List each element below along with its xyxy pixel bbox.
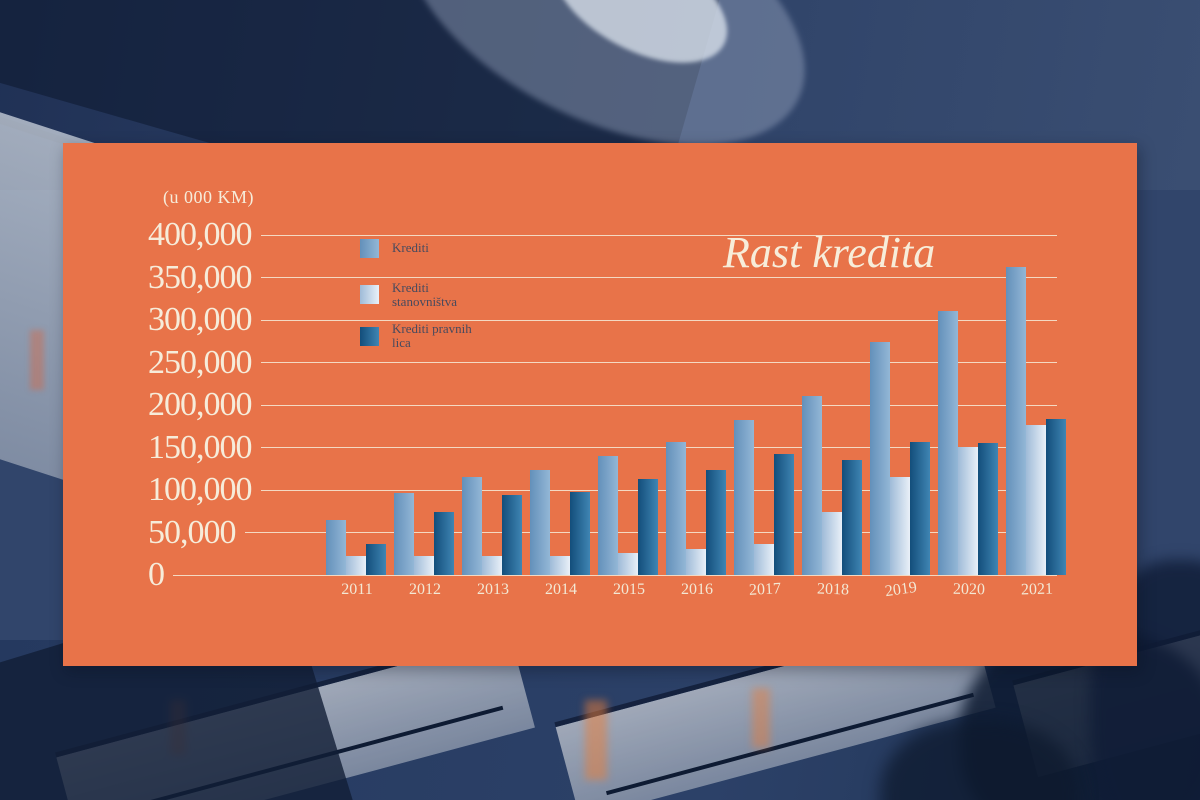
gridline: [260, 489, 1057, 491]
x-tick-label-2018: 2018: [816, 580, 850, 599]
y-tick-label: 250,000: [148, 343, 252, 381]
background-curtain-glow: [585, 700, 607, 780]
bar-2020-series-2: [958, 447, 978, 575]
bar-2016-series-1: [666, 442, 686, 575]
bar-2011-series-2: [346, 556, 366, 575]
bar-2011-series-1: [326, 520, 346, 575]
y-tick-label: 50,000: [148, 513, 236, 551]
bar-2012-series-2: [414, 556, 434, 575]
bar-2014-series-3: [570, 492, 590, 575]
legend-swatch-icon: [360, 326, 379, 346]
bar-2016-series-2: [686, 549, 706, 575]
x-tick-label-2017: 2017: [748, 580, 782, 599]
y-tick-label: 150,000: [148, 428, 252, 466]
y-tick-label: 350,000: [148, 258, 252, 296]
gridline-row: 350,000: [148, 257, 1057, 299]
x-tick-label-2016: 2016: [681, 581, 713, 598]
bar-2021-series-3: [1046, 419, 1066, 575]
chart-panel: (u 000 KM) Rast kredita 400,000 350,000 30…: [63, 143, 1137, 666]
bar-2021-series-1: [1006, 267, 1026, 575]
bar-2012-series-3: [434, 512, 454, 575]
x-tick-label-2014: 2014: [545, 581, 577, 598]
x-axis-labels: 2011 2012 2013 2014 2015 2016 2017 2018 2019 2020…: [63, 579, 1137, 605]
bar-2015-series-1: [598, 456, 618, 575]
legend-item: Krediti stanovništva: [360, 279, 487, 310]
y-tick-label: 0: [148, 556, 165, 593]
bar-2017-series-2: [754, 544, 774, 575]
y-axis-gridlines: 400,000 350,000 300,000 250,000 200,000 150,0…: [148, 143, 1057, 603]
x-tick-label-2011: 2011: [341, 581, 373, 598]
legend-item: Krediti: [360, 239, 487, 258]
x-tick-label-2012: 2012: [409, 581, 441, 598]
gridline: [260, 447, 1057, 448]
bar-2013-series-2: [482, 556, 502, 575]
bar-2011-series-3: [366, 544, 386, 575]
x-tick-label-2019: 2019: [883, 578, 918, 601]
bar-2019-series-3: [910, 442, 930, 575]
y-tick-label: 300,000: [148, 301, 252, 338]
bar-2017-series-3: [774, 454, 794, 575]
bar-2014-series-2: [550, 556, 570, 575]
chart-title: Rast kredita: [723, 228, 936, 277]
legend-label: Krediti: [392, 240, 429, 256]
bar-2015-series-2: [618, 553, 638, 575]
y-tick-label: 100,000: [148, 471, 252, 508]
bar-2014-series-1: [530, 470, 550, 575]
x-tick-label-2013: 2013: [477, 581, 509, 598]
bar-2013-series-3: [502, 495, 522, 575]
legend-label: Krediti stanovništva: [392, 279, 457, 309]
bar-2015-series-3: [638, 479, 658, 575]
gridline: [260, 362, 1057, 363]
background-curtain-glow: [752, 688, 770, 748]
legend-swatch-icon: [360, 285, 379, 305]
x-tick-label-2021: 2021: [1020, 580, 1054, 599]
bar-2019-series-1: [870, 342, 890, 575]
gridline: [260, 234, 1057, 236]
bar-2018-series-2: [822, 512, 842, 575]
legend-swatch-icon: [360, 239, 379, 258]
gridline-row: 300,000: [148, 299, 1057, 341]
x-tick-label-2020: 2020: [952, 580, 986, 599]
background-curtain-glow: [30, 330, 44, 390]
gridline: [260, 277, 1057, 278]
y-tick-label: 200,000: [148, 386, 252, 423]
y-axis-unit-label: (u 000 KM): [163, 187, 254, 207]
gridline-row: 100,000: [148, 469, 1057, 511]
x-tick-label-2015: 2015: [613, 581, 645, 598]
bar-plot-area: [63, 143, 1137, 575]
gridline-row: 150,000: [148, 427, 1057, 469]
bar-2017-series-1: [734, 420, 754, 575]
bar-2016-series-3: [706, 470, 726, 575]
bar-2018-series-1: [802, 396, 822, 575]
bar-2020-series-1: [938, 311, 958, 575]
bar-2018-series-3: [842, 460, 862, 575]
gridline: [260, 404, 1057, 406]
bar-2021-series-2: [1026, 425, 1046, 575]
y-tick-label: 400,000: [148, 216, 252, 253]
legend-item: Krediti pravnih lica: [360, 321, 487, 351]
gridline-row: 250,000: [148, 342, 1057, 384]
bar-2019-series-2: [890, 477, 910, 575]
legend-label: Krediti pravnih lica: [392, 321, 472, 351]
bar-2013-series-1: [462, 477, 482, 575]
gridline: [173, 574, 1057, 576]
gridline-row: 400,000: [148, 214, 1057, 256]
bar-2012-series-1: [394, 493, 414, 575]
bar-2020-series-3: [978, 443, 998, 575]
gridline-row: 0: [148, 554, 1057, 596]
gridline-row: 200,000: [148, 384, 1057, 426]
gridline: [260, 319, 1057, 321]
